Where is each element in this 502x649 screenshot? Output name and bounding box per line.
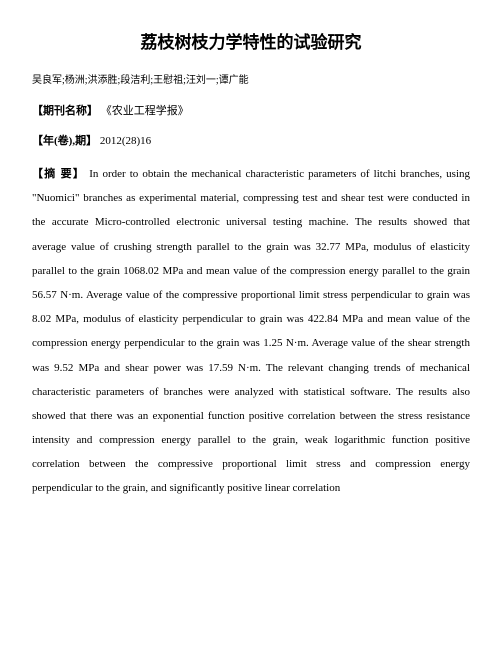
year-label: 【年(卷),期】 [32,135,97,147]
year-value: 2012(28)16 [100,135,151,147]
abstract-section: 【摘 要】 In order to obtain the mechanical … [32,162,470,501]
journal-label: 【期刊名称】 [32,105,98,117]
abstract-text: In order to obtain the mechanical charac… [32,168,470,494]
paper-title: 荔枝树枝力学特性的试验研究 [32,28,470,53]
abstract-label: 【摘 要】 [32,168,85,180]
year-row: 【年(卷),期】 2012(28)16 [32,132,470,148]
paper-authors: 吴良军;杨洲;洪添胜;段洁利;王慰祖;汪刘一;谭广能 [32,71,470,86]
journal-value: 《农业工程学报》 [101,105,189,117]
journal-row: 【期刊名称】 《农业工程学报》 [32,102,470,118]
